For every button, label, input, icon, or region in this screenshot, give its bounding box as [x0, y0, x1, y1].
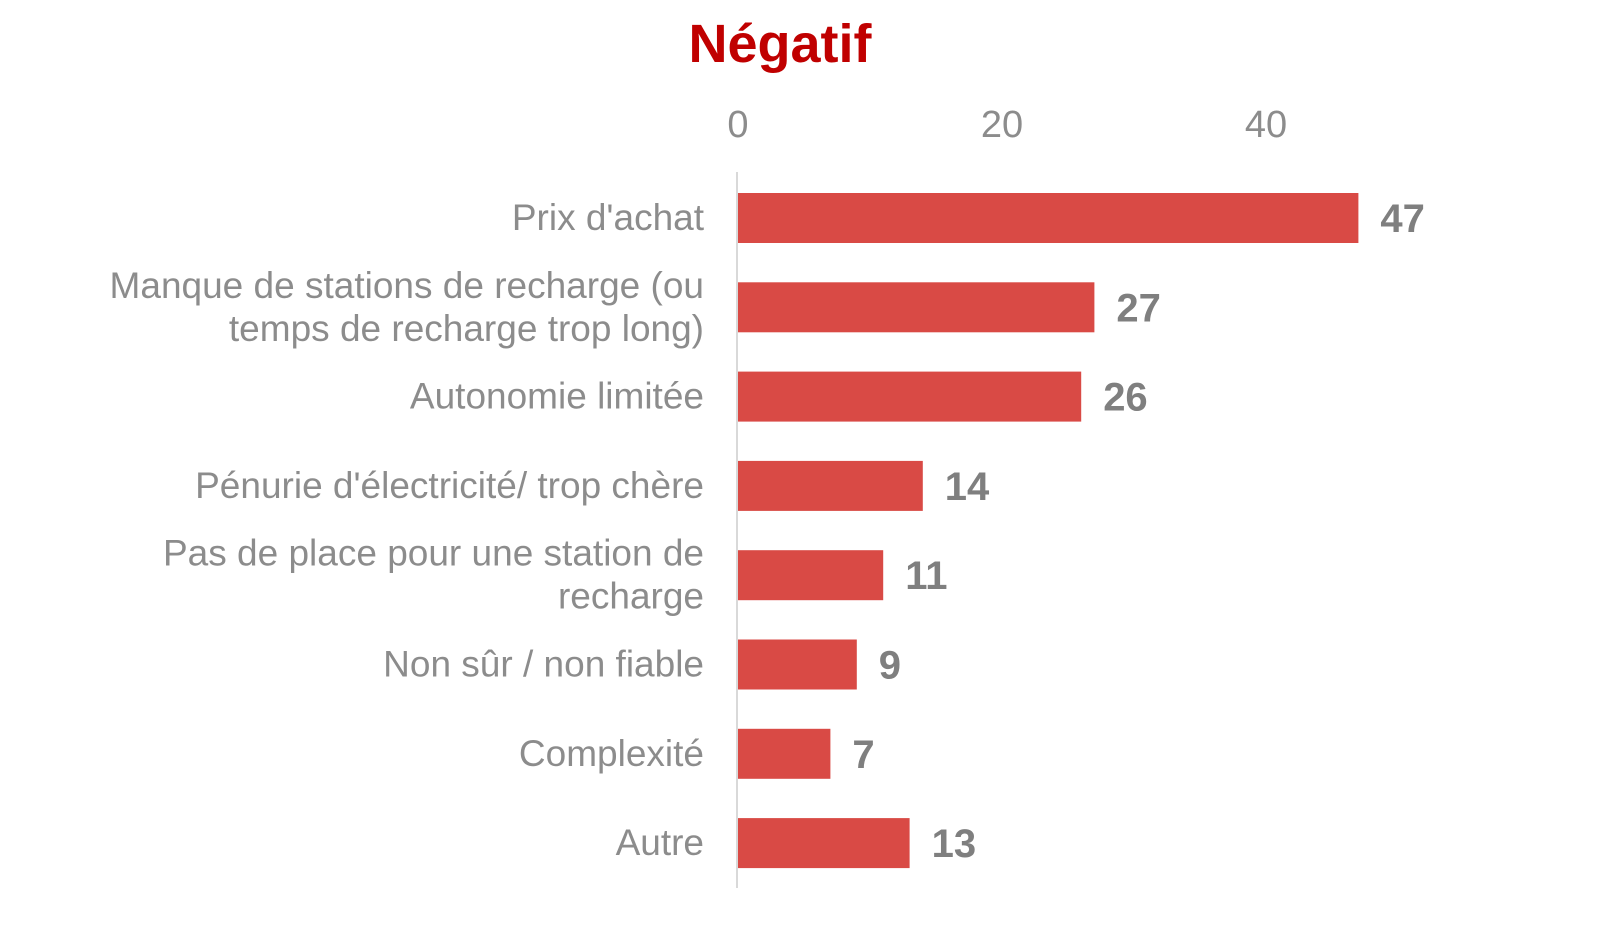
value-label: 9 — [879, 644, 901, 688]
value-label: 13 — [932, 822, 977, 866]
bar — [738, 371, 1082, 422]
value-label: 11 — [905, 554, 947, 598]
value-labels: 47 27 26 14 11 9 7 13 — [852, 197, 1425, 866]
category-label: Manque de stations de recharge (ou temps … — [110, 265, 704, 349]
bar — [738, 460, 923, 511]
value-label: 27 — [1116, 286, 1161, 330]
value-label: 26 — [1103, 376, 1148, 420]
x-tick-label: 40 — [1245, 104, 1287, 146]
bar — [738, 818, 910, 869]
value-label: 7 — [852, 733, 874, 777]
value-label: 14 — [945, 465, 990, 509]
x-axis-ticks: 0 20 40 — [727, 104, 1287, 146]
category-label: Prix d'achat — [512, 197, 705, 238]
bar — [738, 282, 1095, 333]
bar — [738, 550, 884, 601]
category-labels: Prix d'achat Manque de stations de rechar… — [110, 197, 705, 863]
x-tick-label: 0 — [727, 104, 748, 146]
category-label: Autonomie limitée — [410, 376, 704, 417]
category-label: Pénurie d'électricité/ trop chère — [195, 465, 704, 506]
x-tick-label: 20 — [981, 104, 1023, 146]
category-label: Non sûr / non fiable — [383, 644, 704, 685]
bars — [738, 193, 1359, 869]
category-label: Complexité — [519, 733, 704, 774]
category-label: Pas de place pour une station de recharge — [163, 533, 704, 617]
category-label: Autre — [616, 822, 704, 863]
bar — [738, 728, 831, 779]
bar — [738, 639, 857, 690]
bar — [738, 193, 1359, 243]
value-label: 47 — [1380, 197, 1425, 241]
chart-title: Négatif — [688, 14, 872, 74]
